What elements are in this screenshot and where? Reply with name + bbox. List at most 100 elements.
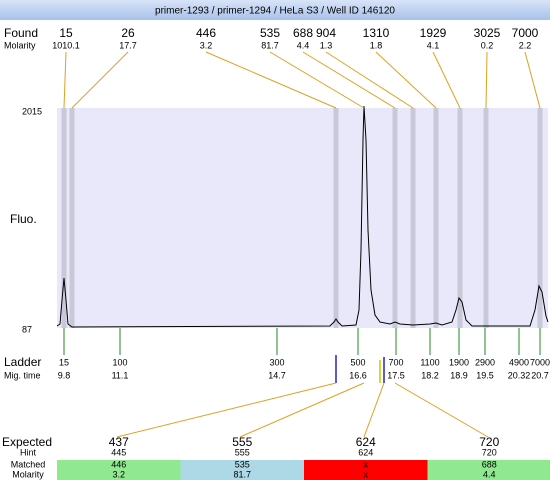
row-label: Expected [2, 435, 52, 449]
cell-molarity: 3.2 [112, 469, 125, 479]
found-molarity: 2.2 [519, 40, 532, 50]
cell-matched: 535 [235, 459, 250, 469]
connector [239, 382, 365, 438]
found-size: 688 [293, 26, 313, 40]
found-molarity: 81.7 [261, 40, 279, 50]
peak-connector [205, 51, 337, 109]
ladder-time: 20.7 [531, 370, 549, 380]
cell-hint: 624 [358, 447, 373, 457]
ladder-time: 14.7 [268, 370, 286, 380]
row-label: Molarity [12, 469, 44, 479]
ladder-size: 4900 [509, 357, 529, 367]
peak-band [61, 108, 67, 328]
peak-connector [302, 51, 396, 109]
y-min: 87 [22, 324, 32, 334]
peak-connector [325, 51, 414, 109]
found-molarity: 1010.1 [52, 40, 80, 50]
found-size: 7000 [512, 26, 539, 40]
match-cell [304, 460, 428, 480]
found-molarity: 3.2 [200, 40, 213, 50]
peak-connector [485, 51, 488, 109]
ladder-label: Ladder [4, 355, 41, 369]
found-size: 1310 [363, 26, 390, 40]
molarity-label: Molarity [4, 40, 36, 50]
row-label: Hint [20, 447, 37, 457]
connector [394, 382, 489, 438]
ladder-time: 20.32 [508, 370, 531, 380]
cell-hint: 555 [235, 447, 250, 457]
ladder-time: 9.8 [58, 370, 71, 380]
found-molarity: 0.2 [481, 40, 494, 50]
title-bar [0, 0, 550, 20]
y-label: Fluo. [10, 212, 37, 226]
ladder-time: 19.5 [476, 370, 494, 380]
time-label: Mig. time [4, 370, 41, 380]
ladder-size: 500 [350, 357, 365, 367]
cell-matched: 446 [111, 459, 126, 469]
ladder-time: 18.9 [450, 370, 468, 380]
peak-connector [71, 51, 129, 109]
peak-connector [375, 51, 437, 109]
cell-hint: 445 [111, 447, 126, 457]
cell-expected: 720 [479, 435, 499, 449]
found-size: 535 [260, 26, 280, 40]
peak-band [483, 108, 489, 328]
found-molarity: 1.8 [370, 40, 383, 50]
cell-hint: 720 [482, 447, 497, 457]
peak-connector [63, 51, 67, 109]
match-cell [180, 460, 304, 480]
cell-expected: 555 [232, 435, 252, 449]
cell-molarity: 4.4 [483, 469, 496, 479]
peak-connector [269, 51, 365, 109]
found-label: Found [4, 26, 38, 40]
cell-expected: 437 [109, 435, 129, 449]
found-size: 904 [316, 26, 336, 40]
cell-expected: 624 [356, 435, 376, 449]
title: primer-1293 / primer-1294 / HeLa S3 / We… [155, 6, 395, 17]
peak-connector [524, 51, 541, 109]
y-max: 2015 [22, 106, 42, 116]
peak-band [410, 108, 416, 328]
found-molarity: 4.1 [427, 40, 440, 50]
ladder-size: 7000 [530, 357, 550, 367]
cell-matched: x [364, 459, 369, 469]
ladder-time: 17.5 [387, 370, 405, 380]
row-label: Matched [11, 459, 46, 469]
peak-connector [432, 51, 461, 109]
cell-molarity: x [364, 469, 369, 479]
cell-matched: 688 [482, 459, 497, 469]
ladder-size: 700 [388, 357, 403, 367]
ladder-size: 15 [59, 357, 69, 367]
match-cell [57, 460, 181, 480]
found-size: 15 [59, 26, 73, 40]
ladder-size: 300 [269, 357, 284, 367]
ladder-time: 18.2 [421, 370, 439, 380]
plot-area [57, 108, 548, 328]
connector [363, 382, 385, 438]
ladder-size: 100 [112, 357, 127, 367]
connector [116, 382, 337, 438]
peak-band [69, 108, 75, 328]
ladder-size: 1100 [420, 357, 439, 367]
peak-band [392, 108, 398, 328]
found-size: 1929 [420, 26, 447, 40]
ladder-time: 11.1 [112, 370, 129, 380]
peak-band [457, 108, 463, 328]
found-size: 26 [121, 26, 135, 40]
ladder-size: 1900 [449, 357, 469, 367]
trace [56, 105, 549, 328]
found-size: 3025 [474, 26, 501, 40]
ladder-time: 16.6 [349, 370, 367, 380]
match-cell [427, 460, 550, 480]
ladder-size: 2900 [475, 357, 495, 367]
peak-band [333, 108, 339, 328]
found-molarity: 1.3 [320, 40, 333, 50]
cell-molarity: 81.7 [233, 469, 251, 479]
peak-band [433, 108, 439, 328]
peak-band [537, 108, 543, 328]
found-molarity: 17.7 [119, 40, 137, 50]
found-molarity: 4.4 [297, 40, 310, 50]
found-size: 446 [196, 26, 216, 40]
